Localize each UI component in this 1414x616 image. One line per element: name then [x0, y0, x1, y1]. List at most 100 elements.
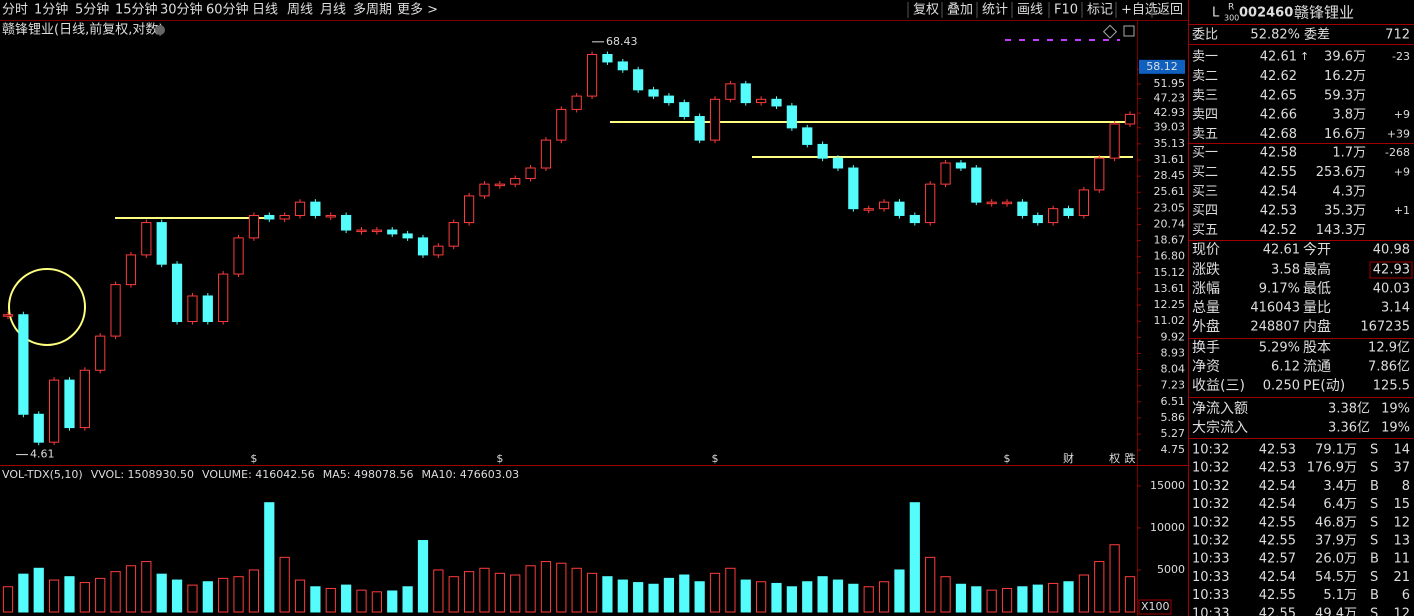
index-bottom: 300: [1224, 14, 1239, 23]
book-price: 42.66: [1260, 108, 1297, 123]
volume-bar: [663, 577, 675, 613]
candle: [1032, 214, 1043, 224]
tick-side: B: [1370, 479, 1379, 494]
volume-bar: [33, 567, 44, 613]
period-tab[interactable]: 15分钟: [115, 2, 158, 18]
book-volume: 16.2万: [1324, 69, 1366, 84]
tool-button[interactable]: F10: [1054, 3, 1078, 18]
event-marker[interactable]: $: [712, 452, 719, 465]
event-marker[interactable]: $: [496, 452, 503, 465]
volume-bar: [218, 577, 229, 613]
candle: [694, 116, 705, 141]
book-price: 42.61: [1260, 50, 1297, 65]
tool-button[interactable]: 标记: [1087, 3, 1113, 18]
event-marker[interactable]: 财: [1063, 451, 1074, 465]
tool-button[interactable]: 叠加: [947, 3, 973, 18]
icon[interactable]: [1123, 25, 1135, 37]
title-menu[interactable]: [155, 25, 165, 35]
tick-volume: 26.0万: [1315, 552, 1357, 567]
tick-side: B: [1370, 552, 1379, 567]
candle: [740, 83, 751, 104]
panel-dividers: [1188, 24, 1414, 439]
volume-bar: [1032, 584, 1043, 613]
volume-bar: [494, 572, 505, 613]
icon[interactable]: [1102, 24, 1118, 39]
volume-bar: [725, 567, 736, 613]
period-tab[interactable]: 分时: [2, 3, 28, 18]
y-tick-label: 28.45: [1154, 169, 1186, 182]
book-volume: 3.8万: [1332, 108, 1366, 123]
volume-bar: [940, 576, 951, 613]
book-change: -268: [1385, 146, 1410, 159]
stat-label: 内盘: [1303, 318, 1331, 335]
book-price: 42.58: [1260, 146, 1297, 161]
book-change: -23: [1392, 50, 1410, 63]
period-tab[interactable]: 60分钟: [206, 2, 249, 18]
candle: [817, 143, 828, 159]
tick-volume: 6.4万: [1323, 497, 1357, 512]
candle: [894, 201, 905, 216]
candle: [325, 214, 336, 218]
candle: [786, 105, 797, 129]
volume-bar: [832, 579, 844, 613]
period-tab[interactable]: 多周期: [353, 2, 392, 18]
event-marker[interactable]: 权: [1109, 452, 1120, 465]
candle: [279, 214, 290, 220]
cursor-price: 58.12: [1146, 60, 1178, 73]
volume-bar: [125, 565, 137, 613]
event-marker[interactable]: $: [250, 452, 257, 465]
period-tab[interactable]: 更多 >: [397, 2, 438, 18]
period-tab[interactable]: 30分钟: [160, 2, 203, 18]
tool-button[interactable]: 返回: [1157, 3, 1183, 18]
stat-label: 量比: [1303, 300, 1331, 316]
volume-bar: [709, 572, 721, 613]
tool-button[interactable]: 统计: [982, 3, 1008, 18]
stat-label: 换手: [1192, 339, 1220, 356]
book-price: 42.62: [1260, 69, 1297, 84]
period-tab[interactable]: 1分钟: [34, 2, 68, 18]
tick-count: 8: [1402, 479, 1410, 494]
y-tick-label: 16.80: [1154, 250, 1186, 263]
stat-value: 9.17%: [1259, 282, 1300, 297]
tick-price: 42.55: [1259, 606, 1296, 616]
event-marker[interactable]: 跌: [1125, 451, 1136, 465]
volume-bar: [110, 571, 121, 613]
candle: [448, 222, 459, 247]
period-tab[interactable]: 日线: [252, 3, 278, 18]
volume-bar: [1048, 582, 1059, 613]
tick-count: 14: [1393, 443, 1410, 458]
tick-count: 21: [1393, 570, 1410, 585]
stat-value: 40.03: [1373, 282, 1410, 297]
book-volume: 59.3万: [1324, 88, 1366, 103]
tool-button[interactable]: 画线: [1017, 3, 1043, 18]
tick-time: 10:33: [1192, 588, 1229, 603]
volume-bar: [909, 502, 920, 613]
book-change: +39: [1387, 128, 1410, 141]
period-tab[interactable]: 月线: [320, 3, 346, 18]
candle: [1063, 208, 1074, 216]
candle: [294, 201, 306, 216]
volume-bar: [294, 579, 306, 613]
candle: [494, 183, 505, 187]
tick-count: 12: [1393, 515, 1410, 530]
volume-bar: [586, 572, 598, 613]
stat-value: 42.93: [1373, 263, 1410, 278]
y-tick-label: 25.61: [1154, 185, 1186, 198]
tool-button[interactable]: 复权: [913, 2, 939, 18]
tick-price: 42.57: [1259, 552, 1296, 567]
volume-bar: [925, 556, 936, 613]
tool-button[interactable]: +自选: [1121, 3, 1158, 18]
tick-side: S: [1370, 461, 1378, 476]
volume-bar: [802, 581, 813, 613]
candle: [171, 263, 183, 323]
tick-price: 42.54: [1259, 570, 1296, 585]
event-marker[interactable]: $: [1004, 452, 1011, 465]
candle: [218, 273, 229, 323]
candle: [48, 379, 60, 443]
period-tab[interactable]: 5分钟: [75, 2, 109, 18]
period-tab[interactable]: 周线: [287, 3, 313, 18]
candle: [525, 167, 536, 180]
volume-bar: [510, 574, 521, 613]
candle: [709, 98, 721, 141]
volume-bar: [48, 579, 60, 613]
